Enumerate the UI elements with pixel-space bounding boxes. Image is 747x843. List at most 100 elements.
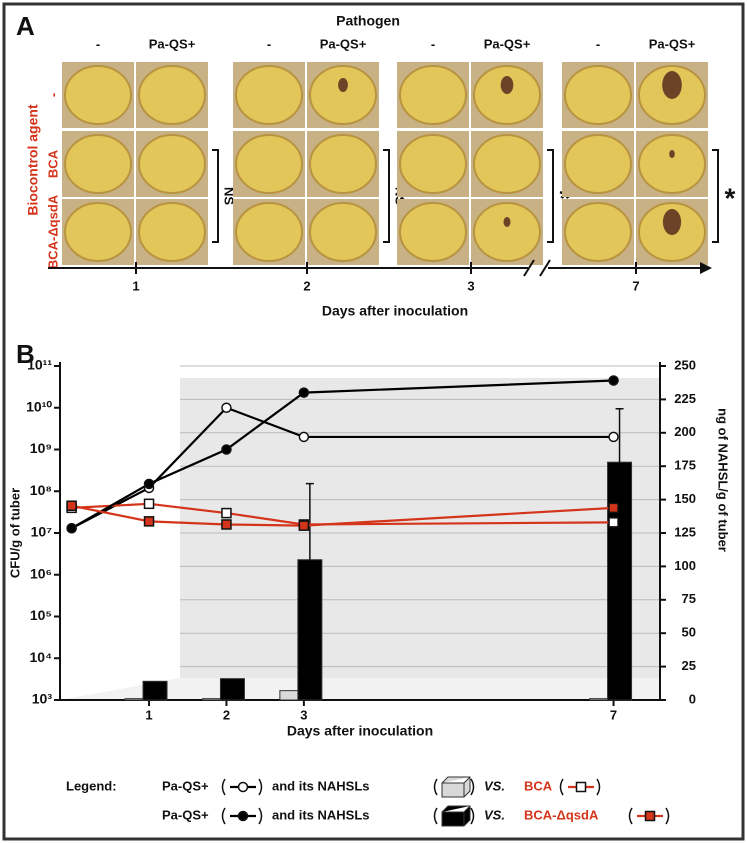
significance: * (560, 182, 571, 213)
tuber-slice (399, 202, 467, 262)
tuber-slice (235, 134, 303, 194)
day-label: 1 (132, 278, 139, 293)
bar (607, 461, 633, 701)
column-label: Pa-QS+ (320, 36, 367, 51)
legend-paren (433, 778, 438, 796)
rot-lesion (669, 150, 675, 158)
marker (221, 402, 232, 413)
marker (608, 431, 619, 443)
x-tick-label: 1 (145, 707, 152, 722)
legend-entry: Pa-QS+ (162, 807, 209, 822)
y-tick-label: 10⁷ (31, 524, 53, 540)
marker (143, 516, 155, 527)
y-tick-label: 10¹¹ (27, 357, 52, 373)
marker (237, 810, 249, 822)
marker (221, 444, 232, 455)
y-tick-label: 10¹⁰ (26, 398, 52, 414)
legend-box (441, 805, 471, 827)
y-tick-label: 10³ (32, 691, 53, 707)
bracket (212, 149, 219, 243)
legend-paren (628, 807, 633, 825)
legend-paren (559, 778, 564, 796)
row-label: BCA (45, 149, 60, 178)
legend-vs: VS. (484, 778, 505, 793)
y2-tick-label: 175 (674, 458, 696, 473)
row-label: - (45, 93, 60, 97)
marker (221, 519, 232, 530)
column-label: - (267, 36, 271, 51)
error-bar (305, 482, 314, 560)
tuber-slice (399, 134, 467, 194)
day-label: 2 (303, 278, 310, 293)
legend-entry: and its NAHSLs (272, 807, 370, 822)
y2-tick-label: 125 (674, 524, 696, 539)
axes (59, 362, 661, 701)
y2-tick-label: 50 (682, 625, 696, 640)
column-label: - (431, 36, 435, 51)
panel-a: A Pathogen Biocontrol agent - BCA BCA-ΔqsdA - P… (16, 11, 736, 319)
marker (575, 781, 587, 793)
tuber-slice (138, 202, 206, 262)
significance: NS (222, 187, 237, 205)
plot-wall (180, 378, 660, 678)
plot-floor (60, 678, 660, 700)
y-tick-label: 10⁸ (30, 482, 52, 498)
bar (142, 680, 168, 701)
significance: * (725, 182, 736, 213)
row-axis-title: Biocontrol agent (25, 104, 41, 216)
tuber-slice (564, 134, 632, 194)
x-title: Days after inoculation (322, 303, 468, 319)
rot-lesion (500, 76, 514, 94)
bracket (383, 149, 390, 243)
panel-label: B (16, 339, 35, 369)
marker (143, 478, 155, 490)
legend-entry: and its NAHSLs (272, 778, 370, 793)
bar (219, 678, 245, 701)
bar (297, 559, 323, 701)
tuber-slice (473, 202, 541, 262)
marker (298, 520, 310, 531)
marker (608, 502, 619, 514)
legend-paren (258, 778, 263, 796)
marker (298, 387, 310, 398)
column-label: Pa-QS+ (484, 36, 531, 51)
day-label: 7 (632, 278, 639, 293)
tuber-slice (473, 65, 541, 125)
y2-tick-label: 0 (689, 691, 696, 706)
legend-paren (470, 778, 475, 796)
tuber-slice (235, 202, 303, 262)
panel-label: A (16, 11, 35, 41)
y2-tick-label: 25 (682, 658, 696, 673)
column-label: - (596, 36, 600, 51)
legend-paren (470, 807, 475, 825)
tuber-slice (564, 202, 632, 262)
tuber-slice (473, 134, 541, 194)
tuber-slice (309, 202, 377, 262)
marker (221, 507, 232, 519)
y2-tick-label: 250 (674, 357, 696, 372)
x-tick-label: 7 (610, 707, 617, 722)
y2-title: ng of NAHSL/g of tuber (716, 408, 731, 552)
legend-paren (221, 807, 226, 825)
y2-tick-label: 75 (682, 591, 696, 606)
tuber-slice (309, 65, 377, 125)
day-label: 3 (467, 278, 474, 293)
x-tick-label: 2 (223, 707, 230, 722)
legend-box (441, 776, 471, 798)
y2-tick-label: 225 (674, 391, 696, 406)
legend-paren (596, 778, 601, 796)
rot-lesion (662, 71, 682, 99)
marker (644, 810, 656, 822)
tuber-slice (399, 65, 467, 125)
row-label: BCA-ΔqsdA (45, 194, 60, 269)
marker (66, 500, 77, 511)
legend-vs: VS. (484, 807, 505, 822)
panel-b: B 0 25 50 75 100 125 150 175 200 225 250 10³ 10⁴ 10⁵ 10… (7, 339, 731, 827)
y-tick-label: 10⁵ (30, 607, 52, 623)
marker (298, 431, 310, 443)
tuber-slice (138, 134, 206, 194)
legend-title: Legend: (66, 778, 117, 793)
axis-break (523, 259, 551, 277)
legend-paren (258, 807, 263, 825)
x-tick-label: 3 (300, 707, 307, 722)
